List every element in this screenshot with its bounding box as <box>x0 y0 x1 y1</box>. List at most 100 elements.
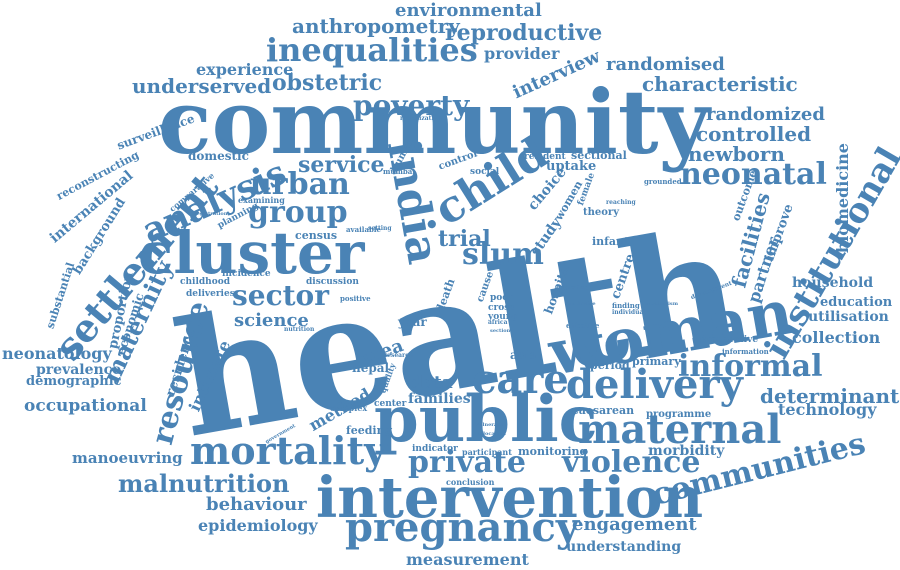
word-demographic: demographic <box>26 374 122 389</box>
word-public: public <box>374 382 598 457</box>
word-asia: asia <box>510 348 537 362</box>
word-occupational: occupational <box>24 396 147 416</box>
word-social: social <box>470 167 500 177</box>
word-mortality: mortality <box>190 428 387 473</box>
word-cluster: cluster <box>138 219 365 287</box>
word-young: young <box>488 312 519 322</box>
word-newborn: newborn <box>688 142 785 166</box>
word-mobilization: mobilization <box>400 115 443 122</box>
word-understanding: understanding <box>566 539 682 555</box>
word-feeding: feeding <box>346 424 393 437</box>
word-individual: individual <box>612 309 646 316</box>
word-positive: positive <box>340 294 371 303</box>
word-urban: urban <box>250 167 350 202</box>
word-characteristic: characteristic <box>642 72 798 96</box>
word-infant: infant <box>592 235 630 248</box>
word-examining: examining <box>238 195 285 205</box>
word-epidemiology: epidemiology <box>198 516 318 535</box>
word-poverty: poverty <box>353 89 470 122</box>
word-resident: resident <box>524 152 566 162</box>
word-violence: violence <box>562 445 701 480</box>
word-incidence: incidence <box>222 269 271 279</box>
word-registration: registration <box>194 211 228 217</box>
word-engagement: engagement <box>572 514 697 535</box>
word-randomised: randomised <box>606 54 725 75</box>
word-nepal: nepal <box>352 361 390 375</box>
word-biomedicine: biomedicine <box>832 143 852 253</box>
word-determinant: determinant <box>760 384 900 408</box>
word-prospective: prospective <box>700 335 759 345</box>
word-technology: technology <box>778 400 877 419</box>
word-morbidity: morbidity <box>648 443 725 459</box>
word-census: census <box>295 229 338 242</box>
word-childhood: childhood <box>180 277 230 287</box>
word-finding: finding <box>612 301 640 310</box>
word-families: families <box>408 391 471 407</box>
word-intervention: intervention <box>316 465 704 531</box>
word-behaviour: behaviour <box>206 494 307 515</box>
word-monitoring: monitoring <box>518 445 588 458</box>
word-caesarean: caesarean <box>572 404 635 417</box>
word-examine: examine <box>556 283 589 292</box>
word-allocation: allocation <box>478 431 506 437</box>
word-indicator: indicator <box>412 444 458 454</box>
word-domestic: domestic <box>188 149 249 163</box>
word-informal: informal <box>678 349 823 384</box>
word-data: data <box>411 373 453 393</box>
word-service: service <box>298 152 385 178</box>
word-maternal: maternal <box>578 406 782 453</box>
word-randomized: randomized <box>706 104 825 125</box>
word-underserved: underserved <box>132 74 272 98</box>
word-slum: slum <box>462 237 544 272</box>
word-poor: poor <box>490 293 514 303</box>
word-neonatal: neonatal <box>680 157 827 192</box>
word-measurement: measurement <box>406 550 529 569</box>
word-environmental: environmental <box>395 0 542 21</box>
word-grounded: grounded <box>644 177 682 186</box>
word-research: research <box>384 352 414 359</box>
word-community: community <box>158 70 710 174</box>
word-setting: setting <box>368 225 392 232</box>
word-primary: primary <box>632 355 681 368</box>
word-manoeuvring: manoeuvring <box>72 449 183 467</box>
word-pregnancy: pregnancy <box>345 504 580 551</box>
word-discussion: discussion <box>306 277 359 287</box>
word-year: year <box>398 315 427 329</box>
word-trial: trial <box>438 226 491 252</box>
word-programme: programme <box>646 409 712 420</box>
word-inequalities: inequalities <box>266 31 478 69</box>
word-nutrition: nutrition <box>284 326 315 333</box>
word-deliveries: deliveries <box>186 289 235 299</box>
word-reproductive: reproductive <box>445 20 603 46</box>
word-delivery: delivery <box>566 361 743 408</box>
word-effective: effective <box>566 321 600 330</box>
word-obstetric: obstetric <box>272 70 383 96</box>
word-center: center <box>374 399 407 409</box>
word-emphasise: emphasise <box>566 301 596 307</box>
word-controlled: controlled <box>696 122 812 146</box>
word-collection: collection <box>792 328 881 347</box>
word-theory: theory <box>583 207 620 218</box>
word-vulnerable: vulnerable <box>476 422 506 428</box>
word-care: care <box>472 356 569 403</box>
word-sector: sector <box>232 279 329 312</box>
word-education: education <box>820 295 893 310</box>
word-private: private <box>408 445 526 480</box>
word-period: period <box>590 359 630 372</box>
word-uptake: uptake <box>546 159 597 174</box>
word-provider: provider <box>484 44 560 63</box>
word-group: group <box>248 195 348 230</box>
word-experience: experience <box>196 60 294 79</box>
word-reaching: reaching <box>606 199 636 206</box>
word-household: household <box>792 275 874 291</box>
word-participant: participant <box>462 447 512 457</box>
word-cross: cross <box>488 303 515 313</box>
word-complex: complex <box>330 403 368 413</box>
word-africa: africa <box>488 319 508 326</box>
word-mumbai: mumbai <box>383 167 415 176</box>
word-sectional: sectional <box>571 149 627 162</box>
word-mechanism: mechanism <box>646 301 679 307</box>
word-malnutrition: malnutrition <box>118 469 290 498</box>
word-anthropometry: anthropometry <box>292 14 460 38</box>
